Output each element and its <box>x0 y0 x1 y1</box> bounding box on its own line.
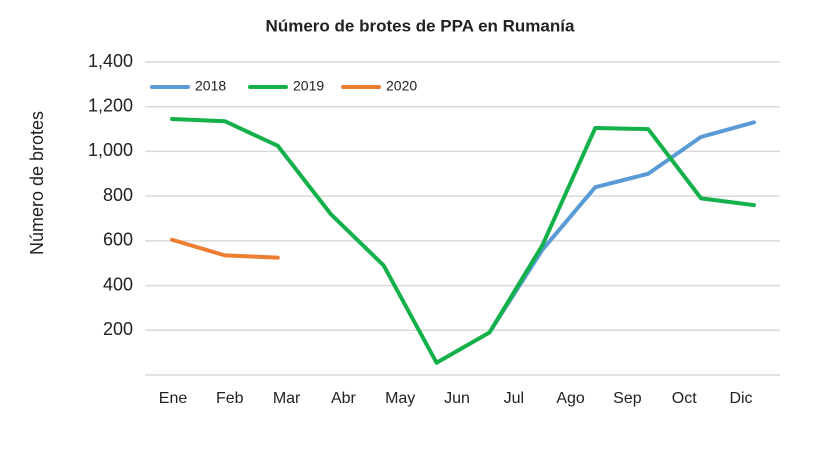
series-line <box>487 120 756 335</box>
y-tick-label: 1,000 <box>88 140 133 160</box>
y-axis-label: Número de brotes <box>27 111 47 255</box>
x-tick-label: Dic <box>729 390 752 407</box>
x-tick-label: Ene <box>159 390 188 407</box>
x-tick-label: Jul <box>504 390 524 407</box>
y-tick-label: 400 <box>103 274 133 294</box>
x-tick-label: Mar <box>273 390 301 407</box>
y-tick-label: 800 <box>103 185 133 205</box>
x-tick-label: May <box>385 390 415 407</box>
chart-title: Número de brotes de PPA en Rumanía <box>266 16 575 35</box>
legend-label: 2018 <box>195 78 226 94</box>
y-tick-label: 200 <box>103 319 133 339</box>
y-tick-label: 1,200 <box>88 95 133 115</box>
legend-label: 2020 <box>386 78 417 94</box>
series-line <box>170 117 756 365</box>
x-tick-label: Abr <box>331 390 357 407</box>
legend-label: 2019 <box>293 78 324 94</box>
x-tick-label: Jun <box>444 390 470 407</box>
series-line <box>170 237 280 260</box>
y-tick-label: 600 <box>103 230 133 250</box>
x-tick-label: Feb <box>216 390 244 407</box>
y-tick-label: 1,400 <box>88 51 133 71</box>
x-tick-label: Oct <box>672 390 697 407</box>
x-tick-label: Sep <box>613 390 642 407</box>
x-tick-label: Ago <box>556 390 585 407</box>
